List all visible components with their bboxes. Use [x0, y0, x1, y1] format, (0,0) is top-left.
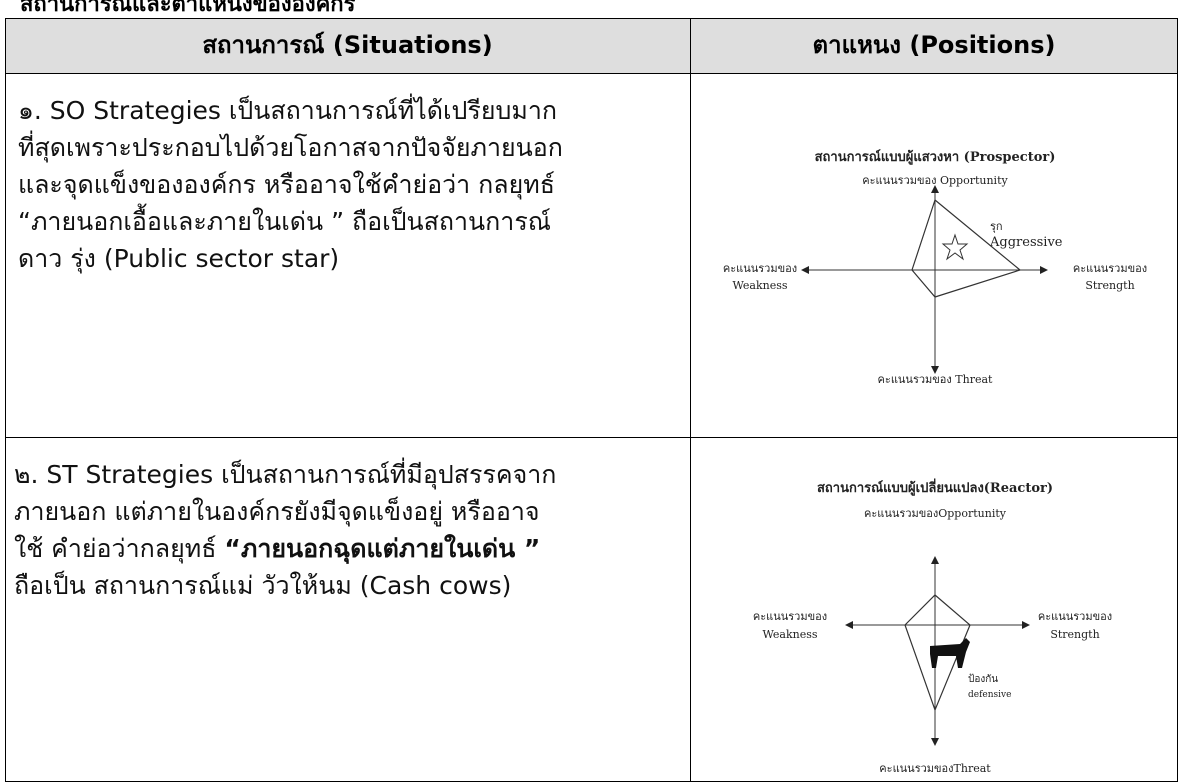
border [1177, 18, 1178, 782]
border [690, 18, 691, 782]
text-line: ๒. ST Strategies เป็นสถานการณ์ที่มีอุปสร… [14, 460, 557, 489]
axis-label: คะแนนรวมของ [723, 262, 797, 275]
diagram [801, 185, 1048, 374]
border [5, 18, 1178, 19]
annotation: Aggressive [989, 235, 1063, 250]
column-header: ตาแหนง (Positions) [812, 31, 1056, 59]
axis-label: คะแนนรวมของ Opportunity [862, 174, 1008, 187]
text-line: และจุดแข็งขององค์กร หรืออาจใช้คำย่อว่า ก… [18, 170, 556, 199]
text: ใช้ คำย่อว่ากลยุทธ์ [14, 534, 225, 563]
header-bg [5, 18, 1178, 73]
axis-label: Weakness [762, 628, 817, 641]
border [5, 73, 1178, 74]
axis-label: Strength [1085, 279, 1134, 292]
annotation: ป้องกัน [968, 673, 998, 685]
axis-label: คะแนนรวมของ Threat [878, 373, 993, 386]
border [5, 437, 1178, 438]
annotation: รุก [990, 220, 1003, 233]
diagram-title: สถานการณ์แบบผู้เปลี่ยนแปลง(Reactor) [817, 478, 1053, 496]
quadrilateral [911, 198, 1022, 298]
axis-label: คะแนนรวมของ [1038, 610, 1112, 623]
border [5, 781, 1178, 782]
axis-label: คะแนนรวมของ [1073, 262, 1147, 275]
star-icon [941, 233, 969, 261]
border [5, 18, 6, 782]
cell-text: ๑. SO Strategies เป็นสถานการณ์ที่ได้เปรี… [18, 92, 563, 277]
cow-icon [930, 638, 970, 668]
cell-text: ๒. ST Strategies เป็นสถานการณ์ที่มีอุปสร… [14, 456, 556, 604]
text-line: ภายนอก แต่ภายในองค์กรยังมีจุดแข็งอยู่ หร… [14, 497, 540, 526]
axis-label: คะแนนรวมของThreat [879, 762, 991, 775]
quadrilateral [904, 594, 971, 712]
axis-label: คะแนนรวมของOpportunity [864, 507, 1007, 520]
bold-text: “ภายนอกฉุดแต่ภายในเด่น ” [224, 534, 541, 563]
axis-label: Strength [1050, 628, 1099, 641]
axis-label: Weakness [732, 279, 787, 292]
text-line: “ภายนอกเอื้อและภายในเด่น ” ถือเป็นสถานกา… [18, 207, 551, 236]
text-line: ถือเป็น สถานการณ์แม่ วัวให้นม (Cash cows… [14, 571, 512, 600]
column-header: สถานการณ์ (Situations) [202, 31, 493, 59]
page-title: สถานการณ์และตำแหน่งขององค์กร [20, 0, 356, 17]
text-line: ดาว รุ่ง (Public sector star) [18, 244, 340, 273]
diagram [845, 556, 1030, 746]
axis-label: คะแนนรวมของ [753, 610, 827, 623]
diagram-title: สถานการณ์แบบผู้แสวงหา (Prospector) [815, 149, 1056, 165]
text-line: ใช้ คำย่อว่ากลยุทธ์ “ภายนอกฉุดแต่ภายในเด… [14, 530, 556, 567]
annotation: defensive [968, 690, 1011, 700]
text-line: ๑. SO Strategies เป็นสถานการณ์ที่ได้เปรี… [18, 96, 558, 125]
text-line: ที่สุดเพราะประกอบไปด้วยโอกาสจากปัจจัยภาย… [18, 133, 563, 162]
